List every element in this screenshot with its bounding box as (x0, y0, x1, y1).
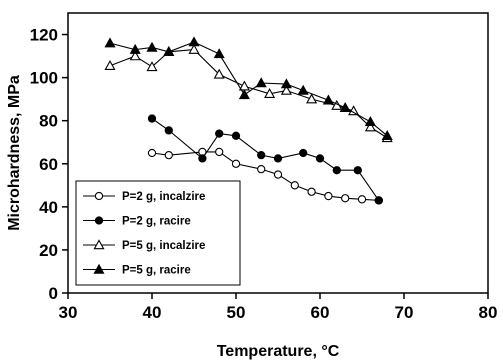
data-point (353, 166, 362, 175)
data-point (280, 78, 292, 89)
data-point (290, 181, 299, 190)
legend-box (75, 180, 241, 286)
data-point (364, 121, 376, 132)
data-point (306, 93, 318, 104)
y-axis-title: Microhardness, MPa (6, 75, 23, 231)
series-line (109, 49, 388, 139)
legend-entry: P=2 g, racire (122, 216, 191, 228)
data-point (374, 196, 383, 205)
legend-marker (93, 263, 105, 274)
y-tick-label: 120 (30, 26, 58, 45)
data-point (357, 195, 367, 204)
data-point (213, 48, 225, 59)
x-tick-label: 40 (143, 303, 162, 322)
data-point (255, 77, 267, 88)
x-axis-title: Temperature, °C (217, 343, 340, 360)
data-point (341, 194, 350, 203)
y-tick-label: 60 (39, 155, 58, 174)
x-tick-label: 30 (59, 303, 78, 322)
data-point (273, 170, 283, 179)
data-point (273, 154, 283, 163)
y-tick-label: 80 (39, 112, 58, 131)
series-p-5-g-racire (104, 36, 393, 140)
plot-frame (67, 12, 489, 294)
data-point (164, 151, 173, 160)
data-point (146, 61, 158, 72)
data-point (257, 165, 266, 174)
data-point (280, 84, 292, 95)
data-point (215, 129, 224, 138)
data-point (339, 102, 351, 112)
x-tick-label: 50 (227, 303, 246, 322)
data-point (129, 50, 141, 61)
series-layer (104, 36, 393, 205)
data-point (188, 43, 200, 54)
data-point (231, 159, 241, 168)
series-p-5-g-incalzire (104, 43, 393, 143)
data-point (264, 88, 276, 98)
y-tick-label: 20 (39, 241, 58, 260)
data-point (299, 148, 308, 158)
data-point (322, 94, 334, 105)
x-tick-label: 80 (479, 303, 498, 322)
data-point (297, 84, 309, 95)
data-point (129, 43, 141, 54)
data-point (315, 154, 325, 163)
data-point (104, 60, 116, 70)
data-point (198, 154, 207, 163)
axes: 0 20 40 60 80 100 120 30 40 50 60 70 80 (30, 12, 498, 322)
legend-entry: P=2 g, incalzire (122, 191, 205, 203)
y-tick-label: 0 (49, 284, 58, 303)
data-point (381, 130, 393, 140)
data-point (307, 187, 316, 196)
data-point (324, 191, 333, 201)
legend-marker (93, 239, 105, 250)
legend-entry: P=5 g, incalzire (122, 240, 205, 252)
y-tick-label: 100 (30, 69, 58, 88)
legend-marker (94, 216, 104, 225)
data-point (163, 46, 175, 56)
legend: P=2 g, incalzire P=2 g, racire P=5 g, inca… (75, 180, 241, 286)
data-point (147, 148, 157, 158)
data-point (332, 166, 341, 175)
y-tick-label: 40 (39, 198, 58, 217)
x-tick-label: 60 (311, 303, 330, 322)
data-point (146, 41, 158, 52)
data-point (215, 147, 224, 157)
data-point (231, 131, 241, 140)
data-point (104, 37, 116, 48)
data-point (213, 68, 225, 79)
x-tick-label: 70 (395, 303, 414, 322)
data-point (364, 116, 376, 126)
data-point (257, 151, 266, 160)
series-p-2-g-racire (147, 114, 383, 205)
legend-entry: P=5 g, racire (122, 265, 191, 277)
data-point (238, 89, 250, 100)
data-point (147, 114, 157, 123)
data-point (164, 126, 173, 135)
data-point (188, 36, 200, 47)
legend-marker (94, 191, 104, 201)
